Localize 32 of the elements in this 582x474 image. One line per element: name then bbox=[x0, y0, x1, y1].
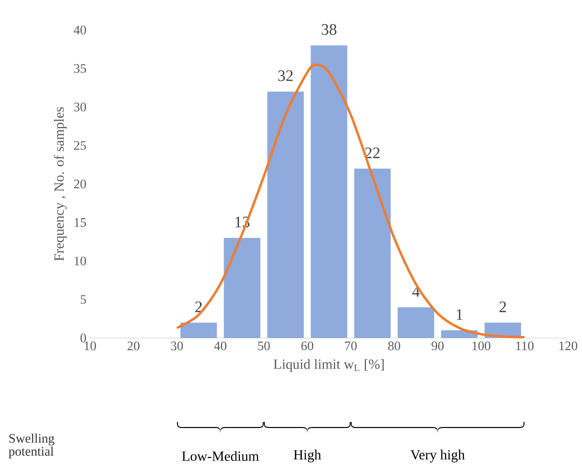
x-tick-label: 50 bbox=[258, 342, 270, 350]
text: High bbox=[294, 450, 322, 462]
text: Very high bbox=[410, 450, 465, 462]
x-tick-label: 70 bbox=[345, 342, 357, 350]
y-tick-label: 15 bbox=[74, 218, 86, 227]
x-tick-label: 90 bbox=[432, 342, 444, 350]
text: Swelling potential bbox=[8, 434, 54, 458]
y-tick-label: 35 bbox=[74, 64, 86, 73]
y-tick-label: 5 bbox=[80, 295, 86, 304]
x-tick-label: 40 bbox=[214, 342, 226, 350]
y-tick-label: 10 bbox=[74, 256, 86, 266]
y-axis-title: Frequency , No. of samples bbox=[54, 107, 67, 261]
y-tick-label: 30 bbox=[74, 102, 86, 112]
data-label: 2 bbox=[500, 302, 506, 312]
x-tick-label: 100 bbox=[472, 342, 490, 350]
data-label: 1 bbox=[456, 309, 462, 320]
data-label: 38 bbox=[322, 24, 336, 35]
line-series bbox=[176, 63, 526, 338]
x-tick-label: 20 bbox=[128, 342, 140, 350]
text: Low-Medium bbox=[182, 451, 259, 461]
x-tick-label: 110 bbox=[516, 342, 534, 350]
x-tick-label: 30 bbox=[171, 342, 183, 350]
data-label: 32 bbox=[278, 70, 293, 82]
x-tick-label: 120 bbox=[559, 342, 578, 350]
x-tick-label: 60 bbox=[301, 342, 314, 350]
y-tick-label: 20 bbox=[74, 180, 86, 188]
y-tick-label: 25 bbox=[74, 141, 86, 150]
x-tick-label: 80 bbox=[388, 342, 400, 350]
y-tick-label: 0 bbox=[80, 334, 86, 342]
data-label: 2 bbox=[195, 302, 202, 312]
y-tick-label: 40 bbox=[74, 26, 86, 34]
x-axis-title: Liquid limit w$_{L}$ [%] bbox=[274, 359, 384, 372]
